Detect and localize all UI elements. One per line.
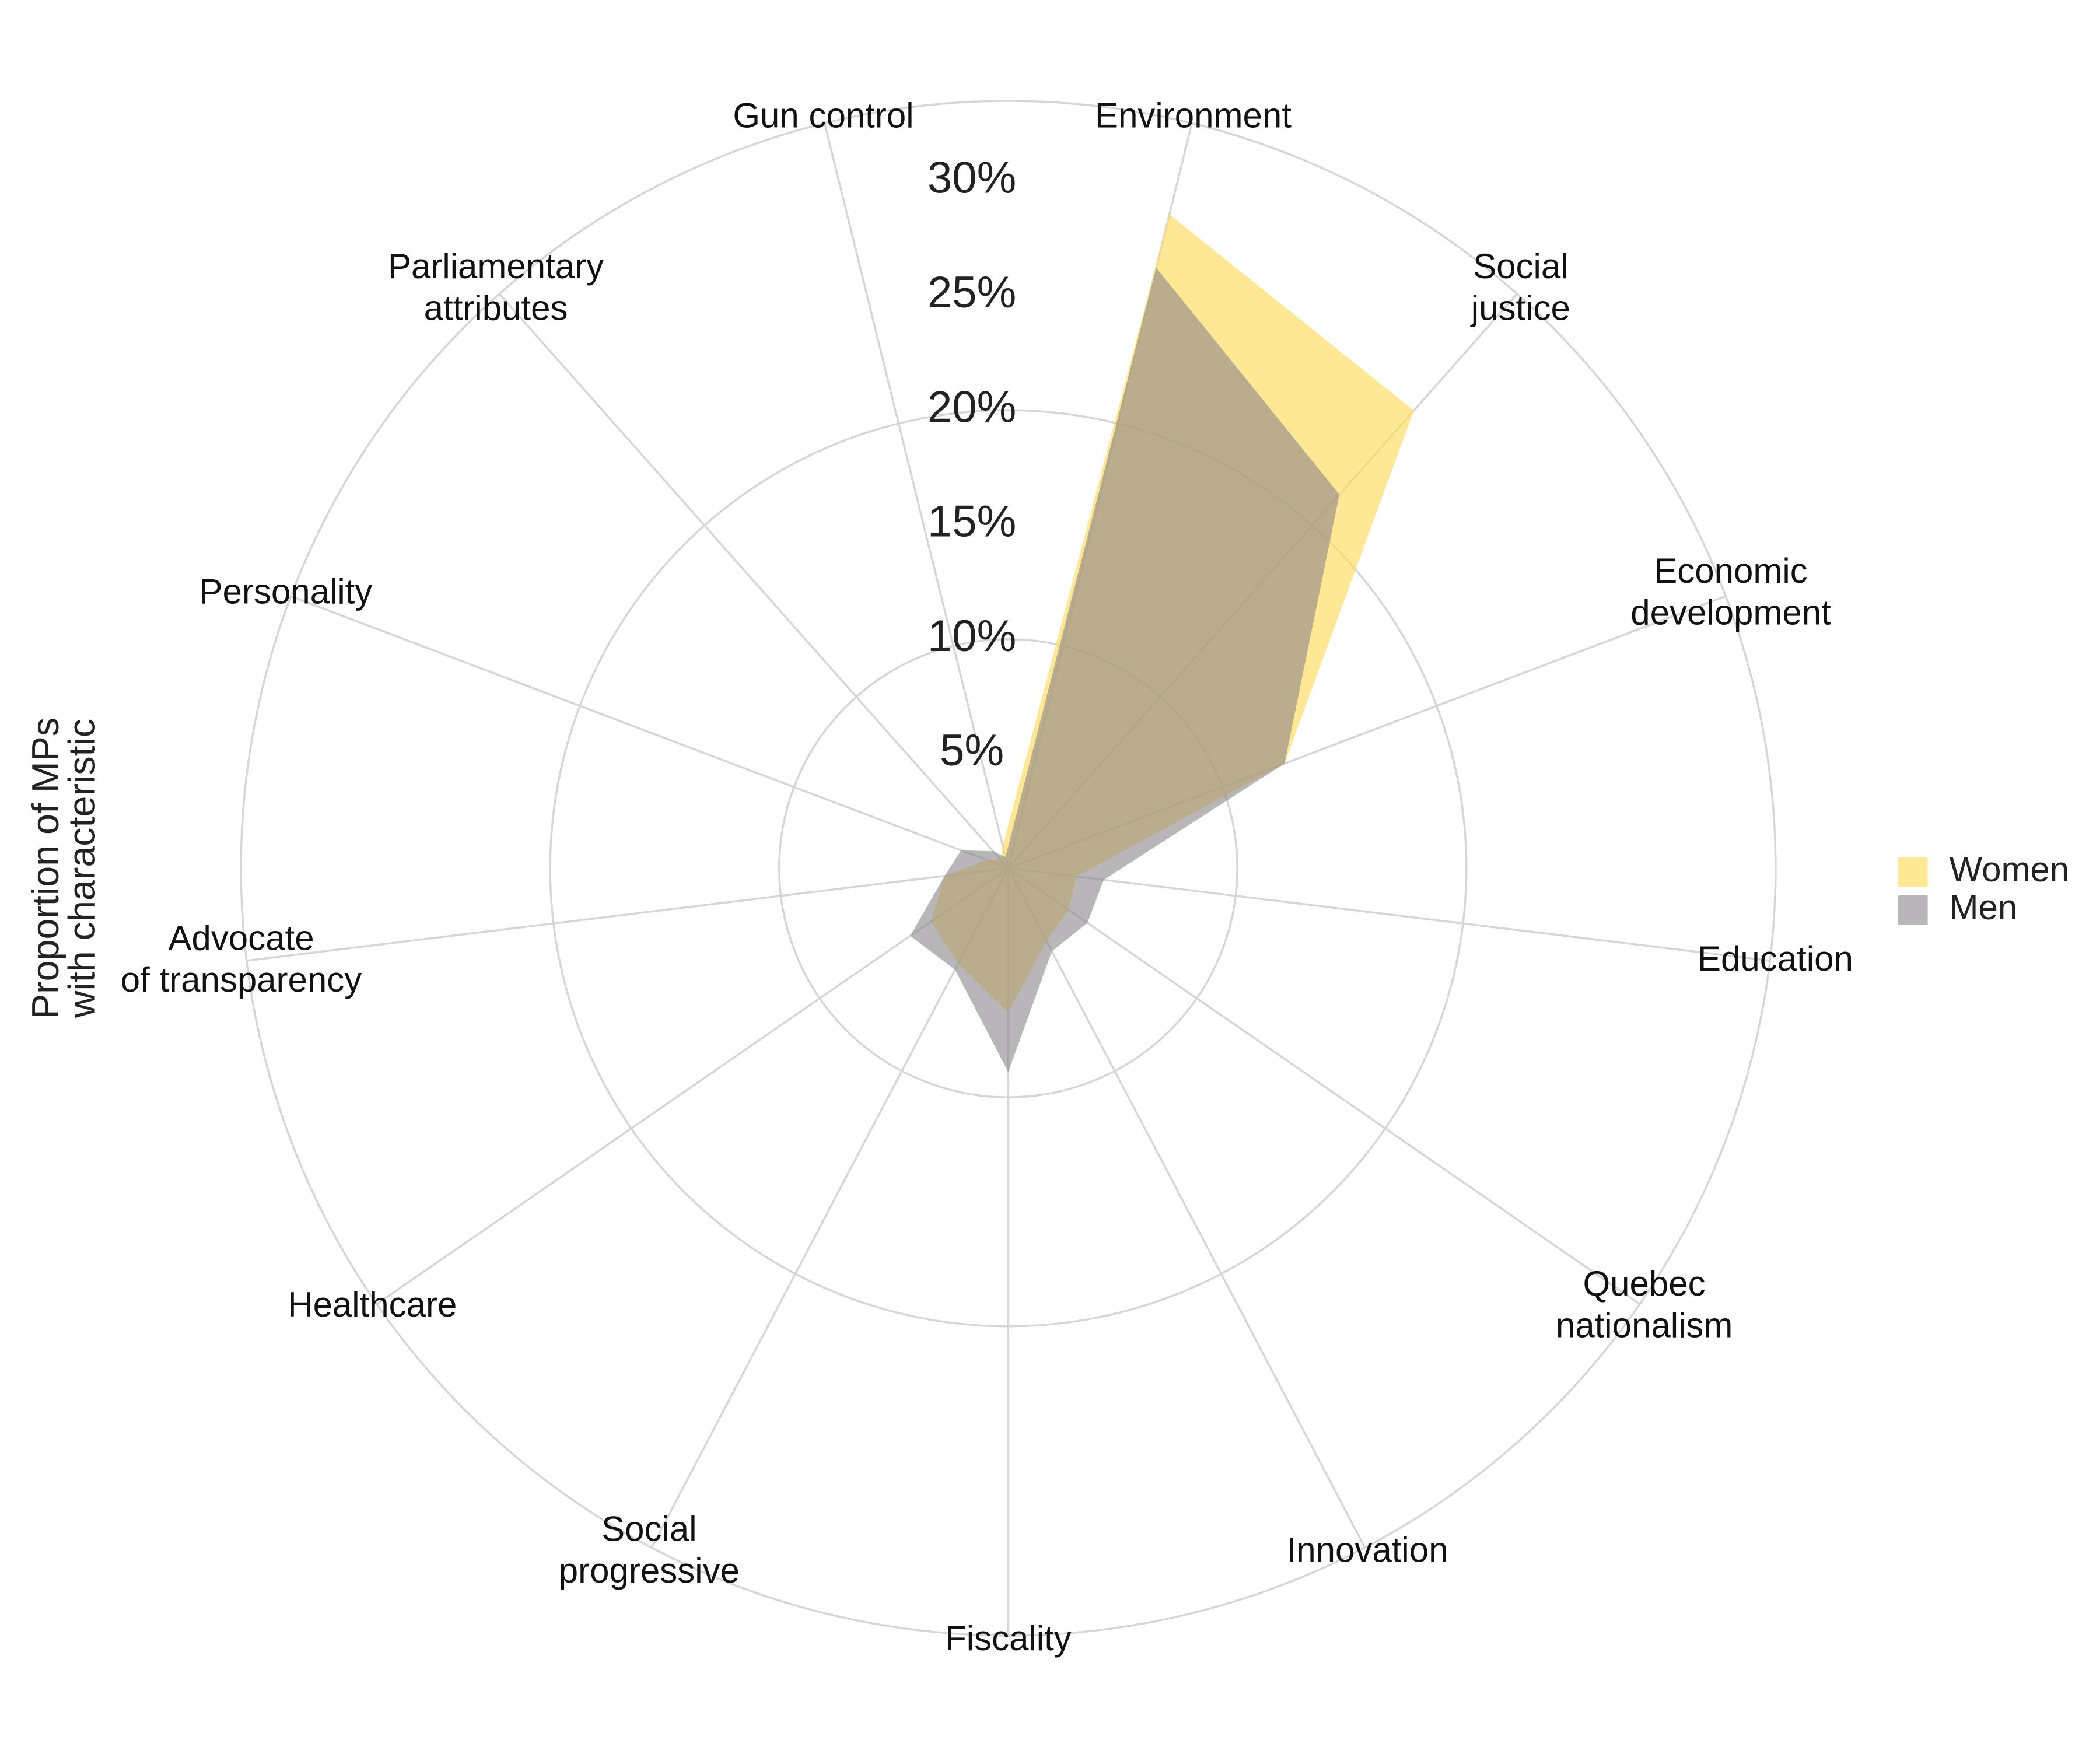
text-line: Social: [1473, 247, 1568, 286]
radial-tick-label: 20%: [928, 382, 1016, 432]
radial-tick-label: 15%: [928, 497, 1016, 547]
category-label: Healthcare: [288, 1285, 457, 1324]
radial-tick-label: 30%: [928, 153, 1016, 203]
text-line: development: [1630, 593, 1831, 632]
text-line: Gun control: [733, 96, 914, 135]
text-line: justice: [1470, 289, 1570, 328]
text-line: Healthcare: [288, 1285, 457, 1324]
text-line: Education: [1698, 939, 1853, 978]
text-line: Innovation: [1287, 1530, 1448, 1569]
category-label: Personality: [200, 572, 373, 611]
radial-tick-label: 5%: [940, 726, 1004, 775]
category-label: Social justice: [1470, 247, 1570, 328]
series-area: [910, 268, 1340, 1072]
spoke: [823, 123, 1010, 869]
spoke: [290, 595, 1009, 870]
spoke: [246, 867, 1009, 962]
text-line: Environment: [1095, 96, 1292, 135]
legend-label: Women: [1950, 850, 2070, 889]
text-line: Economic: [1654, 551, 1807, 590]
radial-tick-label: 10%: [928, 611, 1016, 661]
category-label: Environment: [1095, 96, 1292, 135]
category-label: Innovation: [1287, 1530, 1448, 1569]
text-line: Parliamentary: [388, 247, 604, 286]
spoke: [1007, 867, 1366, 1548]
spoke: [498, 293, 1009, 869]
category-label: Quebec nationalism: [1556, 1264, 1733, 1345]
text-line: Quebec: [1583, 1264, 1706, 1303]
text-line: nationalism: [1556, 1306, 1733, 1345]
radial-tick-label: 25%: [928, 268, 1016, 317]
category-label: Parliamentary attributes: [388, 247, 604, 328]
text-line: Social: [601, 1509, 696, 1548]
category-label: Social progressive: [559, 1509, 740, 1590]
text-line: progressive: [559, 1551, 740, 1590]
spoke: [1007, 867, 1640, 1306]
category-label: Gun control: [733, 96, 914, 135]
text-line: Fiscality: [945, 1619, 1072, 1658]
text-line: attributes: [424, 289, 568, 328]
category-label: Economic development: [1630, 551, 1831, 632]
legend-swatch: [1898, 858, 1928, 887]
spoke: [1008, 867, 1770, 962]
legend-swatch: [1898, 895, 1928, 925]
spoke: [376, 867, 1009, 1306]
text-line: Personality: [200, 572, 373, 611]
text-line: of transparency: [121, 960, 362, 999]
category-label: Advocate of transparency: [121, 918, 362, 999]
y-axis-label: with characteristic: [61, 719, 103, 1019]
category-label: Fiscality: [945, 1619, 1072, 1658]
text-line: Advocate: [168, 918, 314, 957]
y-axis-label: Proportion of MPs: [24, 718, 66, 1019]
spoke: [650, 867, 1009, 1548]
category-label: Education: [1698, 939, 1853, 978]
legend-label: Men: [1950, 888, 2018, 927]
